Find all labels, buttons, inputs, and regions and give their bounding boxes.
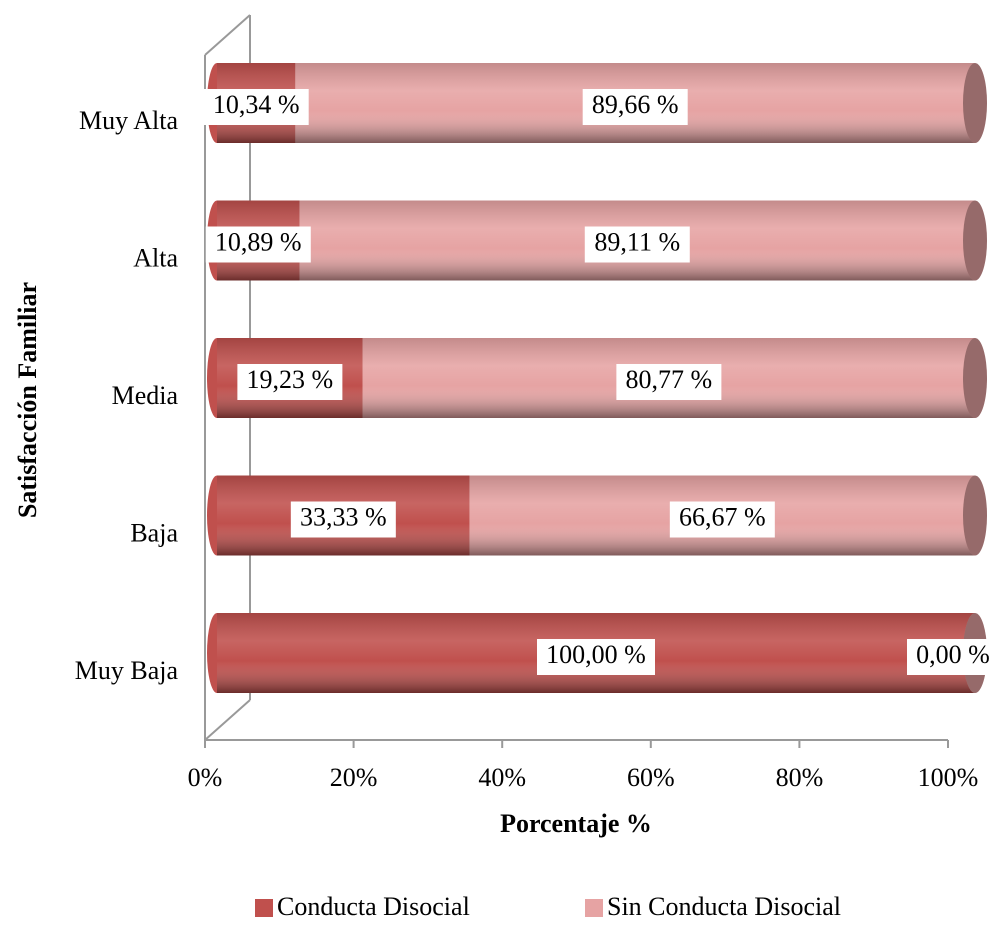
value-label-box [582,89,688,125]
bar-start [207,338,217,418]
value-label-box [237,364,343,400]
y-tick-label: Media [112,381,179,410]
value-label: 19,23 % [247,365,334,394]
value-label-box [205,226,311,263]
y-axis-title: Satisfacción Familiar [13,282,42,518]
value-label: 0,00 % [916,640,990,669]
value-label-box [290,501,396,538]
x-tick-label: 40% [478,763,526,792]
value-label: 89,66 % [592,90,679,119]
bar-cap [963,63,987,143]
bar-cap-shade [963,63,987,143]
value-label-box [537,639,655,675]
x-axis-title: Porcentaje % [500,809,652,838]
bar-start [207,475,217,556]
value-label: 89,11 % [594,227,680,256]
value-label: 10,34 % [213,90,300,119]
y-tick-label: Baja [130,518,178,547]
y-tick-label: Muy Alta [79,106,178,135]
x-tick-label: 100% [918,763,979,792]
x-tick-label: 0% [188,763,223,792]
x-tick-label: 20% [330,763,378,792]
x-tick-label: 60% [627,763,675,792]
value-label-box [907,639,999,675]
legend-swatch [255,899,273,917]
legend-label: Conducta Disocial [277,892,470,921]
value-label: 33,33 % [300,502,387,531]
value-label: 66,67 % [679,502,766,531]
bar-cap-shade [963,200,987,281]
y-tick-label: Muy Baja [75,656,179,685]
bar-start [207,613,217,693]
legend-label: Sin Conducta Disocial [607,892,841,921]
x-tick-label: 80% [776,763,824,792]
bar-cap [963,338,987,418]
value-label-box [616,364,722,400]
value-label-box [669,501,775,538]
value-label-box [584,226,690,263]
bar-shading [217,338,975,418]
value-label: 80,77 % [626,365,713,394]
value-label: 100,00 % [546,640,646,669]
legend-swatch [585,899,603,917]
value-label-box [203,89,309,125]
bar-cap [963,200,987,281]
y-tick-label: Alta [133,243,178,272]
value-label: 10,89 % [215,227,302,256]
bar-cap-shade [963,338,987,418]
bar-cap-shade [963,475,987,556]
bar-cap [963,475,987,556]
